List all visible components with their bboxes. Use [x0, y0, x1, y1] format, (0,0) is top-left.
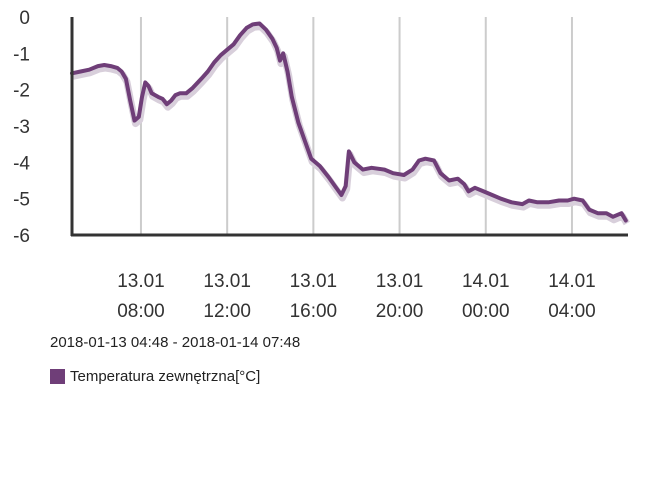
- x-tick-time-4: 00:00: [462, 301, 510, 322]
- x-tick-date-1: 13.01: [203, 271, 251, 292]
- y-tick-5: -5: [13, 190, 30, 211]
- series-line: [70, 21, 628, 223]
- x-tick-date-3: 13.01: [376, 271, 424, 292]
- x-tick-date-0: 13.01: [117, 271, 165, 292]
- series-shadow-line: [72, 23, 630, 226]
- y-tick-0: 0: [19, 8, 30, 29]
- line-chart: 0-1-2-3-4-5-6 13.0108:0013.0112:0013.011…: [13, 8, 630, 322]
- x-tick-time-0: 08:00: [117, 301, 165, 322]
- y-tick-labels: 0 -1 -2 -3 -4 -5 -6: [13, 8, 30, 247]
- x-tick-date-2: 13.01: [290, 271, 338, 292]
- series-layer: [70, 21, 628, 223]
- axes: [70, 17, 628, 237]
- x-tick-time-1: 12:00: [203, 301, 251, 322]
- x-tick-date-4: 14.01: [462, 271, 510, 292]
- y-tick-1: -1: [13, 44, 30, 65]
- y-tick-2: -2: [13, 81, 30, 102]
- x-tick-time-2: 16:00: [290, 301, 338, 322]
- y-tick-4: -4: [13, 153, 30, 174]
- legend-label: Temperatura zewnętrzna[°C]: [70, 368, 261, 385]
- legend-swatch: [50, 369, 65, 384]
- legend[interactable]: Temperatura zewnętrzna[°C]: [50, 368, 260, 385]
- y-tick-3: -3: [13, 117, 30, 138]
- date-range-label: 2018-01-13 04:48 - 2018-01-14 07:48: [50, 334, 301, 351]
- x-tick-time-3: 20:00: [376, 301, 424, 322]
- x-tick-date-5: 14.01: [548, 271, 596, 292]
- x-tick-time-5: 04:00: [548, 301, 596, 322]
- x-tick-labels: 13.01 08:00 13.01 12:00 13.01 16:00 13.01 20:00…: [117, 271, 596, 322]
- series-shadow: [72, 23, 630, 226]
- y-tick-6: -6: [13, 226, 30, 247]
